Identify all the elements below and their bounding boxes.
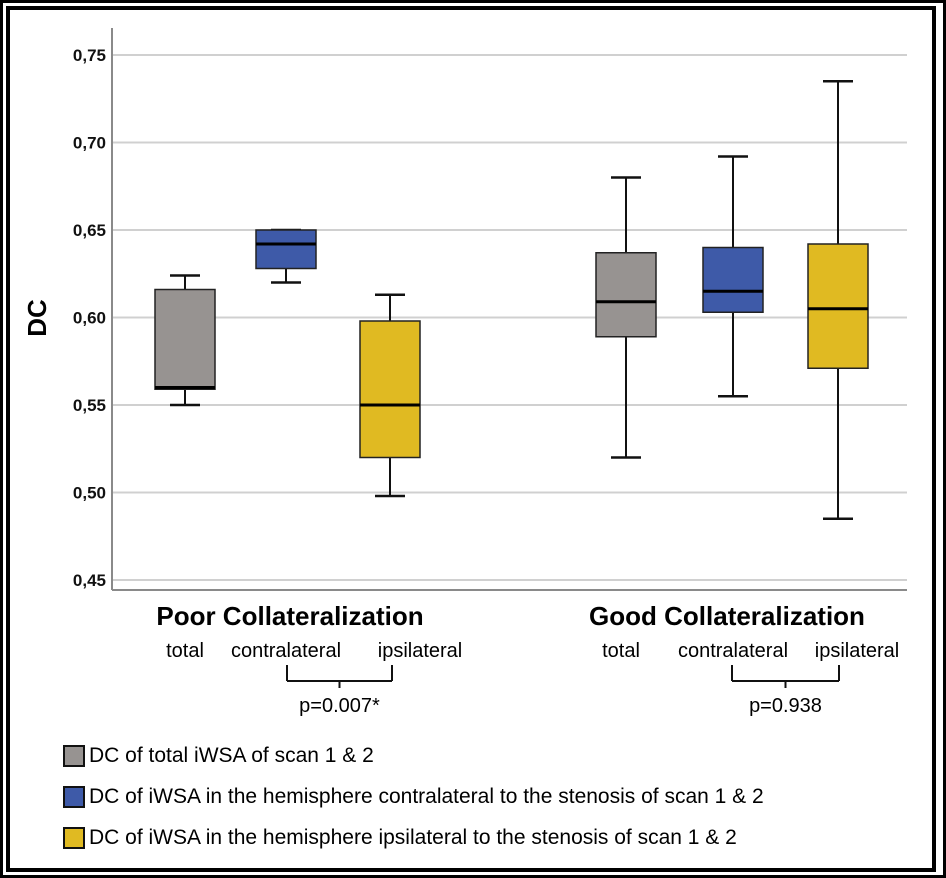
- box-contralateral: [702, 155, 764, 398]
- y-tick-label: 0,75: [73, 46, 106, 65]
- subgroup-label: ipsilateral: [378, 640, 462, 662]
- group-labels: Poor Collateralization total contralateral…: [156, 601, 899, 717]
- legend-label: DC of iWSA in the hemisphere contralater…: [89, 784, 764, 808]
- group-title: Good Collateralization: [589, 601, 865, 631]
- gridlines: [112, 54, 907, 581]
- box-total: [154, 274, 216, 407]
- iqr-box: [359, 320, 421, 459]
- box-total: [595, 176, 657, 459]
- subgroup-label: contralateral: [231, 640, 341, 662]
- p-value-label: p=0.007*: [299, 695, 380, 717]
- legend-label: DC of total iWSA of scan 1 & 2: [89, 743, 374, 767]
- subgroup-label: total: [166, 640, 204, 662]
- box-ipsilateral: [359, 293, 421, 498]
- legend-label: DC of iWSA in the hemisphere ipsilateral…: [89, 825, 737, 849]
- legend-swatch-contralateral: [63, 785, 85, 808]
- subgroup-label: ipsilateral: [815, 640, 899, 662]
- legend-swatch-ipsilateral: [63, 826, 85, 849]
- legend: DC of total iWSA of scan 1 & 2 DC of iWS…: [63, 735, 764, 858]
- y-axis-label: DC: [22, 299, 52, 337]
- significance-bracket: [731, 665, 840, 688]
- y-tick-label: 0,60: [73, 309, 106, 328]
- significance-bracket: [286, 665, 393, 688]
- legend-item-contralateral: DC of iWSA in the hemisphere contralater…: [63, 776, 764, 817]
- y-tick-label: 0,55: [73, 396, 106, 415]
- iqr-box: [702, 246, 764, 313]
- iqr-box: [807, 243, 869, 369]
- iqr-box: [255, 229, 317, 270]
- p-value-label: p=0.938: [749, 695, 822, 717]
- subgroup-label: contralateral: [678, 640, 788, 662]
- subgroup-label: total: [602, 640, 640, 662]
- box-contralateral: [255, 228, 317, 284]
- legend-item-ipsilateral: DC of iWSA in the hemisphere ipsilateral…: [63, 817, 764, 858]
- box-ipsilateral: [807, 80, 869, 520]
- figure-inner-border: [6, 6, 936, 872]
- iqr-box: [595, 252, 657, 338]
- y-tick-label: 0,70: [73, 134, 106, 153]
- legend-item-total: DC of total iWSA of scan 1 & 2: [63, 735, 764, 776]
- y-tick-label: 0,65: [73, 221, 106, 240]
- group-title: Poor Collateralization: [156, 601, 423, 631]
- iqr-box: [154, 288, 216, 390]
- axes: [111, 28, 907, 591]
- y-tick-label: 0,50: [73, 484, 106, 503]
- legend-swatch-total: [63, 744, 85, 767]
- boxes: [154, 80, 869, 520]
- y-tick-labels: 0,45 0,50 0,55 0,60 0,65 0,70 0,75: [73, 46, 106, 590]
- y-tick-label: 0,45: [73, 571, 106, 590]
